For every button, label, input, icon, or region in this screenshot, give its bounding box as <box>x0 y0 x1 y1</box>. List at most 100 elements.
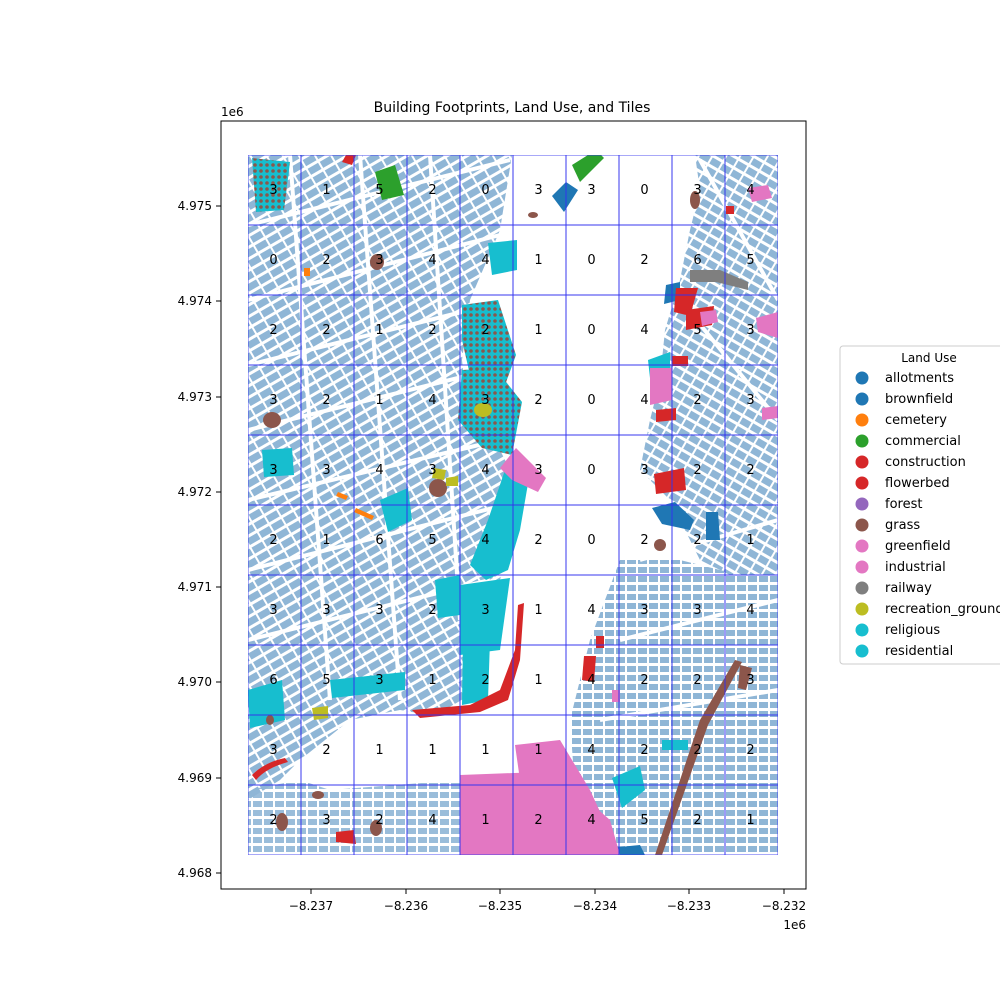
tile-labels: 3 1 5 2 0 3 3 0 3 4 0 2 3 4 4 1 0 2 6 5 2 2 1 2 2 1 0 4 5 3 3 2 1 4 3 2 0 4 2 3… <box>269 183 754 828</box>
railway <box>690 270 748 290</box>
tile-count-label: 2 <box>428 603 436 618</box>
tile-count-label: 1 <box>428 673 436 688</box>
tile-count-label: 1 <box>322 533 330 548</box>
tile-count-label: 3 <box>534 183 542 198</box>
tile-count-label: 3 <box>693 183 701 198</box>
legend-marker <box>855 434 869 448</box>
tile-count-label: 0 <box>587 253 595 268</box>
tile-count-label: 4 <box>481 463 489 478</box>
tile-count-label: 5 <box>375 183 383 198</box>
tile-grid <box>248 155 778 855</box>
commercial-areas <box>375 155 604 200</box>
y-axis-exponent: 1e6 <box>221 105 244 119</box>
legend-label: grass <box>885 518 920 533</box>
tile-count-label: 3 <box>322 813 330 828</box>
legend-marker <box>855 644 869 658</box>
tile-count-label: 1 <box>375 743 383 758</box>
tile-count-label: 4 <box>587 603 595 618</box>
y-tick-label: 4.971 <box>178 580 212 594</box>
y-tick-label: 4.973 <box>178 390 212 404</box>
tile-count-label: 1 <box>534 743 542 758</box>
tile-count-label: 5 <box>322 673 330 688</box>
tile-count-label: 2 <box>640 533 648 548</box>
tile-count-label: 1 <box>746 533 754 548</box>
legend-marker <box>855 560 869 574</box>
tile-count-label: 4 <box>428 813 436 828</box>
tile-count-label: 1 <box>481 743 489 758</box>
tile-count-label: 2 <box>640 253 648 268</box>
tile-count-label: 2 <box>693 533 701 548</box>
tile-count-label: 4 <box>640 323 648 338</box>
x-tick-label: −8.236 <box>384 899 428 913</box>
tile-count-label: 1 <box>534 673 542 688</box>
x-tick-label: −8.232 <box>762 899 806 913</box>
legend-label: forest <box>885 497 922 512</box>
legend-marker <box>855 392 869 406</box>
x-tick-label: −8.233 <box>667 899 711 913</box>
tile-count-label: 3 <box>746 393 754 408</box>
tile-count-label: 3 <box>269 603 277 618</box>
recreation-ground-oval <box>474 403 492 417</box>
legend-label: commercial <box>885 434 961 449</box>
legend-entries: allotments brownfield cemetery commercial co… <box>855 371 1000 659</box>
tile-count-label: 2 <box>693 813 701 828</box>
tile-count-label: 3 <box>428 463 436 478</box>
tile-count-label: 2 <box>481 673 489 688</box>
tile-count-label: 3 <box>269 743 277 758</box>
x-axis-exponent: 1e6 <box>783 918 806 932</box>
legend-marker <box>855 581 869 595</box>
tile-count-label: 3 <box>534 463 542 478</box>
tile-count-label: 0 <box>587 393 595 408</box>
tile-count-label: 1 <box>322 183 330 198</box>
tile-count-label: 2 <box>428 183 436 198</box>
y-tick-label: 4.970 <box>178 675 212 689</box>
tile-count-label: 4 <box>481 253 489 268</box>
tile-count-label: 4 <box>428 253 436 268</box>
tile-count-label: 1 <box>481 813 489 828</box>
legend-label: industrial <box>885 560 946 575</box>
legend-label: cemetery <box>885 413 947 428</box>
tile-count-label: 1 <box>534 253 542 268</box>
tile-count-label: 4 <box>428 393 436 408</box>
tile-count-label: 4 <box>587 673 595 688</box>
y-axis: 4.975 4.974 4.973 4.972 4.971 4.970 4.969 4.968 <box>178 199 221 880</box>
tile-count-label: 3 <box>375 253 383 268</box>
tile-count-label: 6 <box>269 673 277 688</box>
tile-count-label: 4 <box>587 813 595 828</box>
x-axis: −8.237 −8.236 −8.235 −8.234 −8.233 −8.232 <box>289 889 806 913</box>
tile-count-label: 2 <box>322 253 330 268</box>
chart-title: Building Footprints, Land Use, and Tiles <box>374 100 651 116</box>
tile-count-label: 0 <box>587 463 595 478</box>
legend-label: recreation_ground <box>885 602 1000 617</box>
tile-count-label: 2 <box>269 813 277 828</box>
y-tick-label: 4.969 <box>178 771 212 785</box>
tile-count-label: 5 <box>693 323 701 338</box>
tile-cell <box>724 784 778 855</box>
tile-count-label: 2 <box>534 813 542 828</box>
map-layer: 3 1 5 2 0 3 3 0 3 4 0 2 3 4 4 1 0 2 6 5 2 2 1 2 2 1 0 4 5 3 3 2 1 4 3 2 0 4 2 3… <box>248 155 778 855</box>
tile-count-label: 5 <box>640 813 648 828</box>
legend-label: railway <box>885 581 932 596</box>
tile-count-label: 3 <box>269 183 277 198</box>
tile-count-label: 2 <box>534 533 542 548</box>
tile-count-label: 4 <box>587 743 595 758</box>
tile-count-label: 0 <box>269 253 277 268</box>
tile-count-label: 6 <box>375 533 383 548</box>
tile-count-label: 1 <box>428 743 436 758</box>
tile-count-label: 1 <box>534 323 542 338</box>
tile-count-label: 2 <box>481 323 489 338</box>
tile-count-label: 2 <box>269 533 277 548</box>
tile-count-label: 0 <box>640 183 648 198</box>
legend-box <box>839 345 1000 665</box>
legend-marker <box>855 518 869 532</box>
recreation-grounds <box>312 468 458 720</box>
legend-title: Land Use <box>901 351 957 365</box>
tile-count-label: 3 <box>481 603 489 618</box>
y-tick-label: 4.975 <box>178 199 212 213</box>
tile-count-label: 3 <box>640 603 648 618</box>
tile-count-label: 2 <box>640 743 648 758</box>
tile-count-label: 1 <box>534 603 542 618</box>
y-tick-label: 4.968 <box>178 866 212 880</box>
tile-count-label: 2 <box>375 813 383 828</box>
tile-count-label: 3 <box>481 393 489 408</box>
